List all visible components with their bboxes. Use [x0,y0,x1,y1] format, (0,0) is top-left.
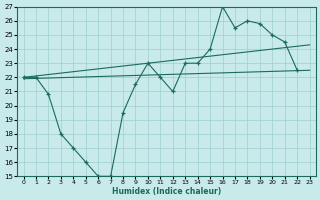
X-axis label: Humidex (Indice chaleur): Humidex (Indice chaleur) [112,187,221,196]
